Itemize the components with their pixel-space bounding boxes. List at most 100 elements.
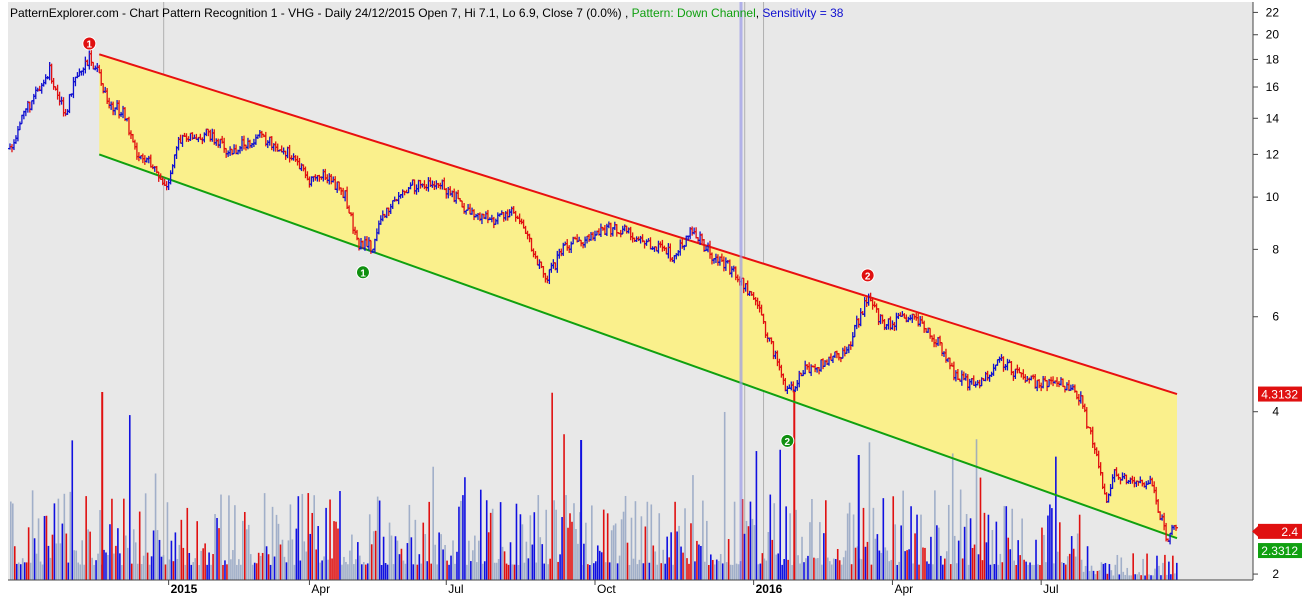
volume-bar [535,562,538,580]
volume-bar [856,546,859,580]
volume-bar [589,564,591,580]
volume-bar [519,514,522,580]
volume-bar [706,520,708,580]
volume-bar [91,557,93,580]
volume-bar [961,558,964,580]
volume-bar [79,564,82,580]
volume-bar [678,525,680,580]
volume-bar [27,527,30,580]
volume-bar [757,564,760,580]
price-tags: 4.3132 2.4 2.3312 [1252,386,1302,559]
price-axis-panel[interactable] [1253,0,1313,580]
volume-bar [862,507,865,580]
volume-bar [253,562,256,580]
volume-bar [41,564,44,580]
volume-bar [176,558,179,580]
volume-bar [495,562,498,580]
y-tick-label: 14 [1266,111,1280,125]
volume-bar [17,562,20,580]
volume-bar [636,564,639,580]
volume-bar [860,559,863,580]
volume-bar [795,509,797,580]
volume-bar [793,390,796,580]
volume-bar [25,562,28,580]
volume-bar [658,513,661,580]
volume-bar [29,562,32,580]
volume-bar [458,506,460,580]
volume-bar [819,522,821,580]
volume-bar [773,503,776,580]
volume-bar [249,554,252,580]
volume-bar [1146,553,1148,580]
volume-bar [654,551,657,580]
volume-bar [174,532,177,580]
volume-bar [834,559,837,580]
volume-bar [317,526,319,580]
volume-bar [154,473,157,580]
header-sensitivity: Sensitivity = 38 [762,6,843,20]
volume-bar [307,493,310,580]
x-tick: Apr [891,580,913,596]
volume-bar [823,533,825,580]
last_price-price-tag: 2.4 [1252,523,1302,539]
price-axis: 22 20 18 16 14 12 10 8 6 4 2 [1253,5,1279,581]
y-tick: 22 [1253,5,1279,19]
volume-bar [1160,575,1162,580]
volume-bar [1174,573,1176,580]
volume-bar [489,512,492,580]
volume-bar [63,493,66,580]
volume-bar [339,491,341,580]
volume-bar [1098,570,1101,580]
volume-bar [1108,564,1111,580]
volume-bar [89,531,91,580]
volume-bar [1156,555,1158,580]
volume-bar [125,535,127,580]
volume-bar [650,504,653,580]
volume-bar [606,513,609,580]
volume-bar [97,553,99,580]
volume-bar [951,453,954,580]
volume-bar [220,494,222,580]
x-tick-label: Jul [448,582,463,596]
volume-bar [497,559,500,580]
volume-bar [628,564,631,580]
time-axis-panel[interactable] [0,580,1313,604]
volume-bar [759,563,762,580]
volume-bar [1007,537,1010,580]
volume-bar [545,509,548,580]
volume-bar [791,564,793,580]
volume-bar [979,477,982,580]
volume-bar [723,411,726,580]
volume-bar [476,562,478,580]
volume-bar [289,504,292,580]
volume-bar [533,512,536,580]
volume-bar [15,563,18,580]
volume-bar [971,547,974,580]
volume-bar [428,501,431,580]
volume-bar [686,558,688,580]
volume-bar [755,451,758,580]
volume-bar [263,493,266,580]
volume-bar [914,533,916,580]
volume-bar [963,526,966,580]
volume-bar [920,514,922,580]
volume-bar [775,554,778,580]
volume-bar [198,564,200,580]
volume-bar [783,559,785,580]
volume-bar [51,534,54,580]
volume-bar [454,563,456,580]
volume-bar [105,552,107,580]
volume-bar [1053,563,1055,580]
volume-bar [430,563,432,580]
volume-bar [733,501,736,580]
volume-bar [301,493,304,580]
volume-bar [598,550,601,580]
volume-bar [210,564,212,580]
volume-bar [238,559,240,580]
volume-bar [646,501,649,580]
volume-bar [866,541,869,580]
volume-bar [59,543,62,580]
volume-bar [75,550,78,580]
volume-bar [166,502,169,580]
